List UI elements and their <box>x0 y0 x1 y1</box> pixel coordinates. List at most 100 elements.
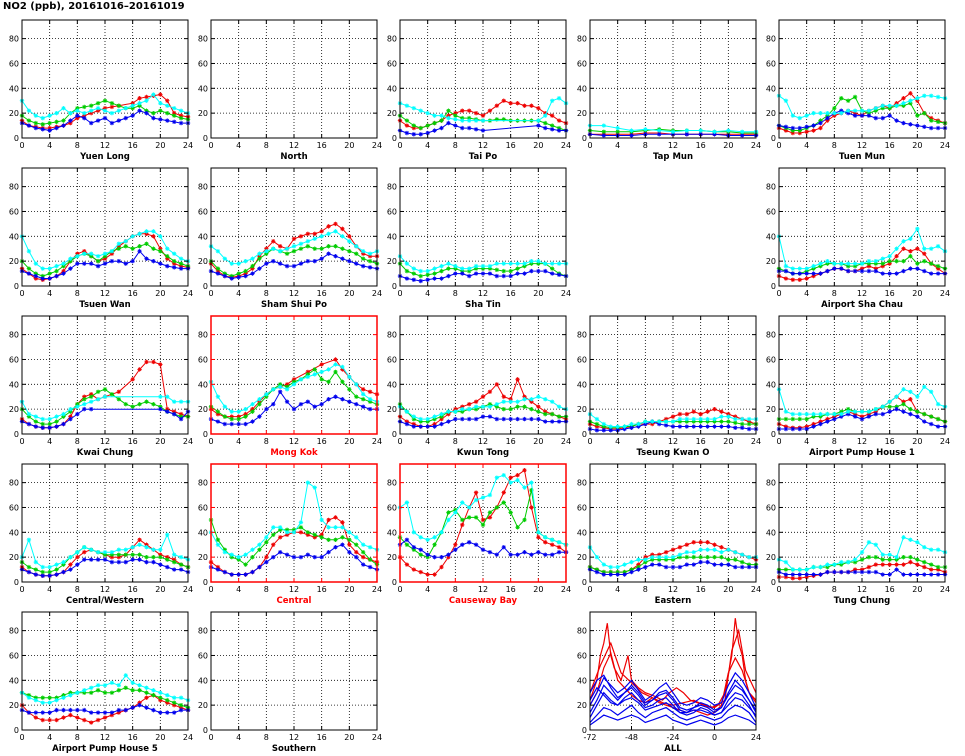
data-point <box>901 246 906 251</box>
gridlines <box>22 464 188 582</box>
data-point <box>922 268 927 274</box>
data-point <box>312 236 317 241</box>
data-point <box>271 542 276 547</box>
data-point <box>82 406 87 412</box>
data-point <box>908 236 913 241</box>
data-point <box>790 130 796 136</box>
data-point <box>480 266 486 271</box>
data-point <box>158 92 163 97</box>
data-point <box>277 527 283 533</box>
data-point <box>404 123 410 128</box>
x-tick-label: 16 <box>506 289 516 298</box>
data-point <box>178 411 184 417</box>
panel-title: ALL <box>664 744 682 754</box>
data-point <box>536 118 541 123</box>
data-point <box>284 382 290 387</box>
data-point <box>804 426 809 432</box>
data-point <box>354 251 359 256</box>
series-line <box>589 686 757 716</box>
data-point <box>109 101 115 106</box>
y-tick-label: 80 <box>387 331 397 340</box>
data-point <box>340 397 345 402</box>
x-tick-label: 8 <box>453 437 458 446</box>
data-point <box>839 261 844 266</box>
data-point <box>54 273 59 279</box>
panel-title: Central <box>277 596 312 606</box>
x-tick-label: 24 <box>372 141 382 150</box>
data-point <box>859 549 865 555</box>
data-point <box>333 357 338 362</box>
series-blue-9 <box>589 714 757 726</box>
data-point <box>473 490 479 495</box>
data-point <box>608 564 613 570</box>
data-point <box>284 251 290 256</box>
data-point <box>556 545 562 550</box>
data-point <box>501 406 506 412</box>
data-point <box>494 261 500 266</box>
data-point <box>116 389 122 394</box>
data-point <box>494 475 500 480</box>
data-point <box>144 690 149 695</box>
data-point <box>271 258 276 264</box>
y-tick-label: 0 <box>14 282 19 291</box>
data-point <box>229 409 234 414</box>
data-point <box>783 426 789 432</box>
data-point <box>719 545 724 550</box>
data-point <box>171 399 177 404</box>
data-point <box>137 96 142 101</box>
data-point <box>109 559 115 565</box>
data-point <box>746 564 752 570</box>
y-tick-label: 60 <box>387 59 397 68</box>
data-point <box>508 273 513 279</box>
y-tick-label: 20 <box>387 553 397 562</box>
x-tick-label: 24 <box>372 289 382 298</box>
data-point <box>95 683 101 688</box>
data-point <box>165 564 170 570</box>
series-blue-2 <box>208 542 380 577</box>
data-point <box>935 416 941 422</box>
data-point <box>522 517 527 523</box>
data-point <box>243 572 248 577</box>
data-point <box>130 688 135 693</box>
data-point <box>866 540 872 545</box>
data-point <box>719 554 724 560</box>
panel-title: Central/Western <box>66 596 144 606</box>
series-cyan-3 <box>776 226 948 271</box>
x-tick-label: 20 <box>723 585 733 594</box>
data-point <box>243 562 248 567</box>
data-point <box>305 552 311 557</box>
data-point <box>845 98 851 103</box>
data-point <box>298 401 304 407</box>
data-point <box>165 557 170 562</box>
data-point <box>88 120 94 126</box>
data-point <box>601 569 607 575</box>
x-tick-label: 16 <box>696 585 706 594</box>
data-point <box>360 562 366 567</box>
data-point <box>460 416 465 422</box>
data-point <box>340 367 345 372</box>
data-point <box>33 697 39 703</box>
data-point <box>305 244 311 249</box>
gridlines <box>211 464 377 582</box>
y-tick-label: 80 <box>387 183 397 192</box>
data-point <box>178 256 184 261</box>
data-point <box>54 110 59 116</box>
data-point <box>460 409 465 414</box>
x-tick-label: 4 <box>236 289 241 298</box>
data-point <box>543 113 548 118</box>
plot-frame <box>778 463 946 583</box>
data-point <box>137 683 142 688</box>
data-point <box>404 542 410 547</box>
data-point <box>508 480 513 485</box>
data-point <box>811 271 816 276</box>
y-tick-label: 60 <box>577 59 587 68</box>
data-point <box>536 123 541 128</box>
data-point <box>529 406 534 412</box>
data-point <box>797 125 802 131</box>
data-point <box>425 272 430 278</box>
data-point <box>277 384 283 389</box>
data-point <box>887 409 892 414</box>
data-point <box>411 424 417 429</box>
data-point <box>790 271 796 276</box>
